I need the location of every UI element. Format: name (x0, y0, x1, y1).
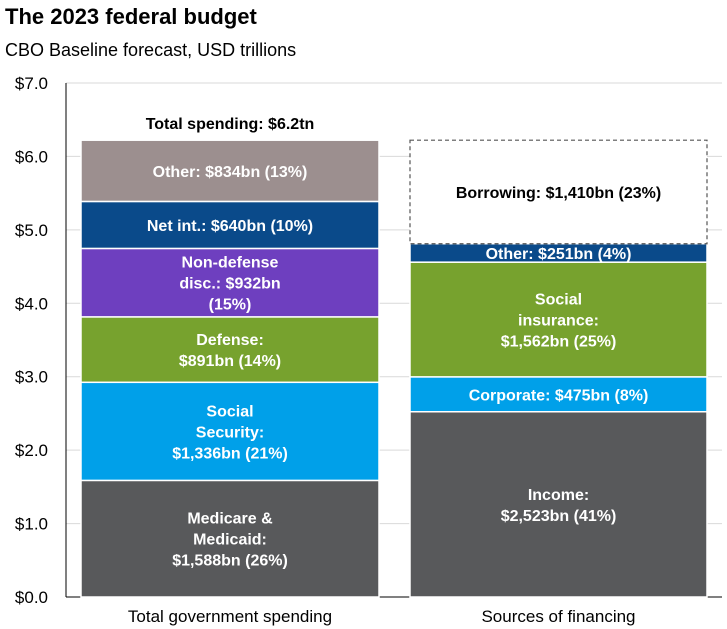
y-tick-label: $3.0 (15, 368, 48, 387)
segment-label: Social Security: $1,336bn (21%) (172, 403, 288, 462)
segment-label: Non-defense disc.: $932bn (15%) (179, 255, 280, 314)
bar-segment (80, 381, 380, 482)
bar-segment (409, 261, 708, 378)
bar-segment (80, 200, 380, 250)
chart-title: The 2023 federal budget (5, 4, 257, 29)
segment-label: Net int.: $640bn (10%) (147, 218, 313, 235)
x-category-label: Total government spending (128, 607, 332, 626)
bar-segment (80, 316, 380, 384)
segment-label: Corporate: $475bn (8%) (469, 387, 649, 404)
bar-segment (80, 139, 380, 203)
y-tick-label: $5.0 (15, 221, 48, 240)
bar-segment (409, 376, 708, 413)
x-category-label: Sources of financing (481, 607, 635, 626)
segment-label: Defense: $891bn (14%) (179, 332, 281, 370)
y-tick-label: $4.0 (15, 294, 48, 313)
bar-segment (409, 410, 708, 598)
segment-label: Social insurance: $1,562bn (25%) (501, 292, 617, 351)
segment-label: Other: $834bn (13%) (153, 164, 308, 181)
segment-label: Other: $251bn (4%) (486, 246, 632, 263)
bar-segment (80, 247, 380, 318)
segment-label: Borrowing: $1,410bn (23%) (456, 185, 661, 202)
y-tick-label: $1.0 (15, 515, 48, 534)
segment-label: Income: $2,523bn (41%) (501, 487, 617, 525)
y-tick-label: $6.0 (15, 147, 48, 166)
bar-segment (409, 139, 708, 245)
total-label: Total spending: $6.2tn (146, 116, 315, 133)
chart-subtitle: CBO Baseline forecast, USD trillions (5, 40, 297, 60)
y-tick-label: $7.0 (15, 74, 48, 93)
segment-label: Medicare & Medicaid: $1,588bn (26%) (172, 511, 288, 570)
y-tick-label: $0.0 (15, 588, 48, 607)
y-tick-label: $2.0 (15, 441, 48, 460)
